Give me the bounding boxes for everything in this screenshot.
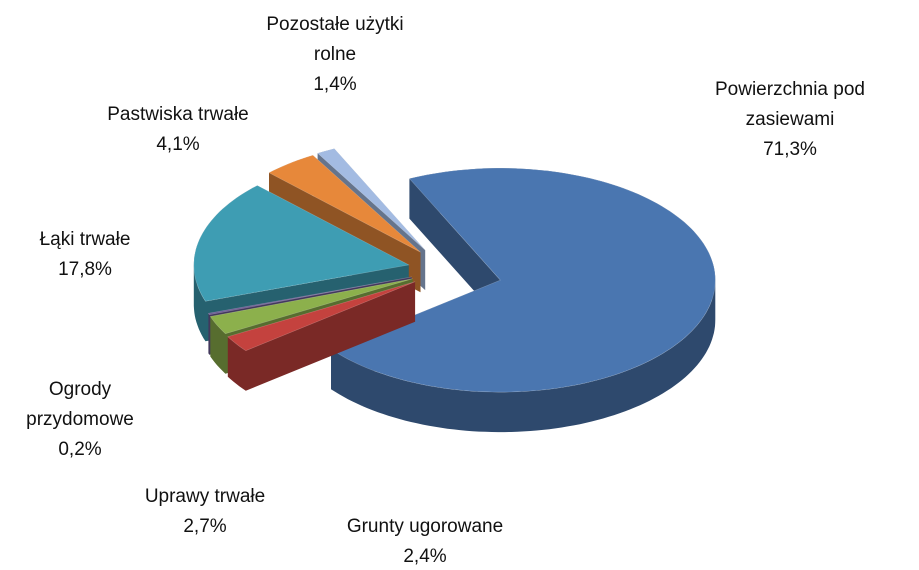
slice: [316, 148, 426, 251]
slice-label: Pastwiska trwałe 4,1%: [78, 100, 278, 160]
slice: [330, 167, 716, 393]
slice-label: Pozostałe użytki rolne 1,4%: [248, 10, 423, 100]
category-label: Grunty ugorowane: [346, 516, 504, 537]
value-label: 17,8%: [58, 259, 112, 280]
slice: [227, 281, 416, 352]
slice-label: Grunty ugorowane 2,4%: [315, 512, 535, 570]
value-label: 0,2%: [58, 439, 102, 460]
slice-label: Łąki trwałe 17,8%: [10, 225, 160, 285]
slice: [193, 185, 410, 302]
slice-side: [331, 168, 716, 433]
slice: [268, 154, 421, 253]
value-label: 1,4%: [313, 74, 357, 95]
value-label: 2,7%: [183, 516, 227, 537]
value-label: 4,1%: [156, 134, 200, 155]
slice-label: Uprawy trwałe 2,7%: [105, 482, 305, 542]
category-label: Pastwiska trwałe: [107, 104, 249, 125]
category-label: Powierzchnia pod zasiewami: [715, 79, 865, 130]
category-label: Uprawy trwałe: [144, 486, 266, 507]
value-label: 2,4%: [403, 546, 447, 567]
slice: [209, 278, 413, 335]
slice-label: Powierzchnia pod zasiewami 71,3%: [695, 75, 885, 165]
slice-label: Ogrody przydomowe 0,2%: [15, 375, 145, 465]
category-label: Ogrody przydomowe: [26, 379, 134, 430]
slice: [207, 276, 412, 316]
category-label: Pozostałe użytki rolne: [266, 14, 404, 65]
value-label: 71,3%: [763, 139, 817, 160]
category-label: Łąki trwałe: [39, 229, 131, 250]
slice-side: [227, 281, 416, 391]
